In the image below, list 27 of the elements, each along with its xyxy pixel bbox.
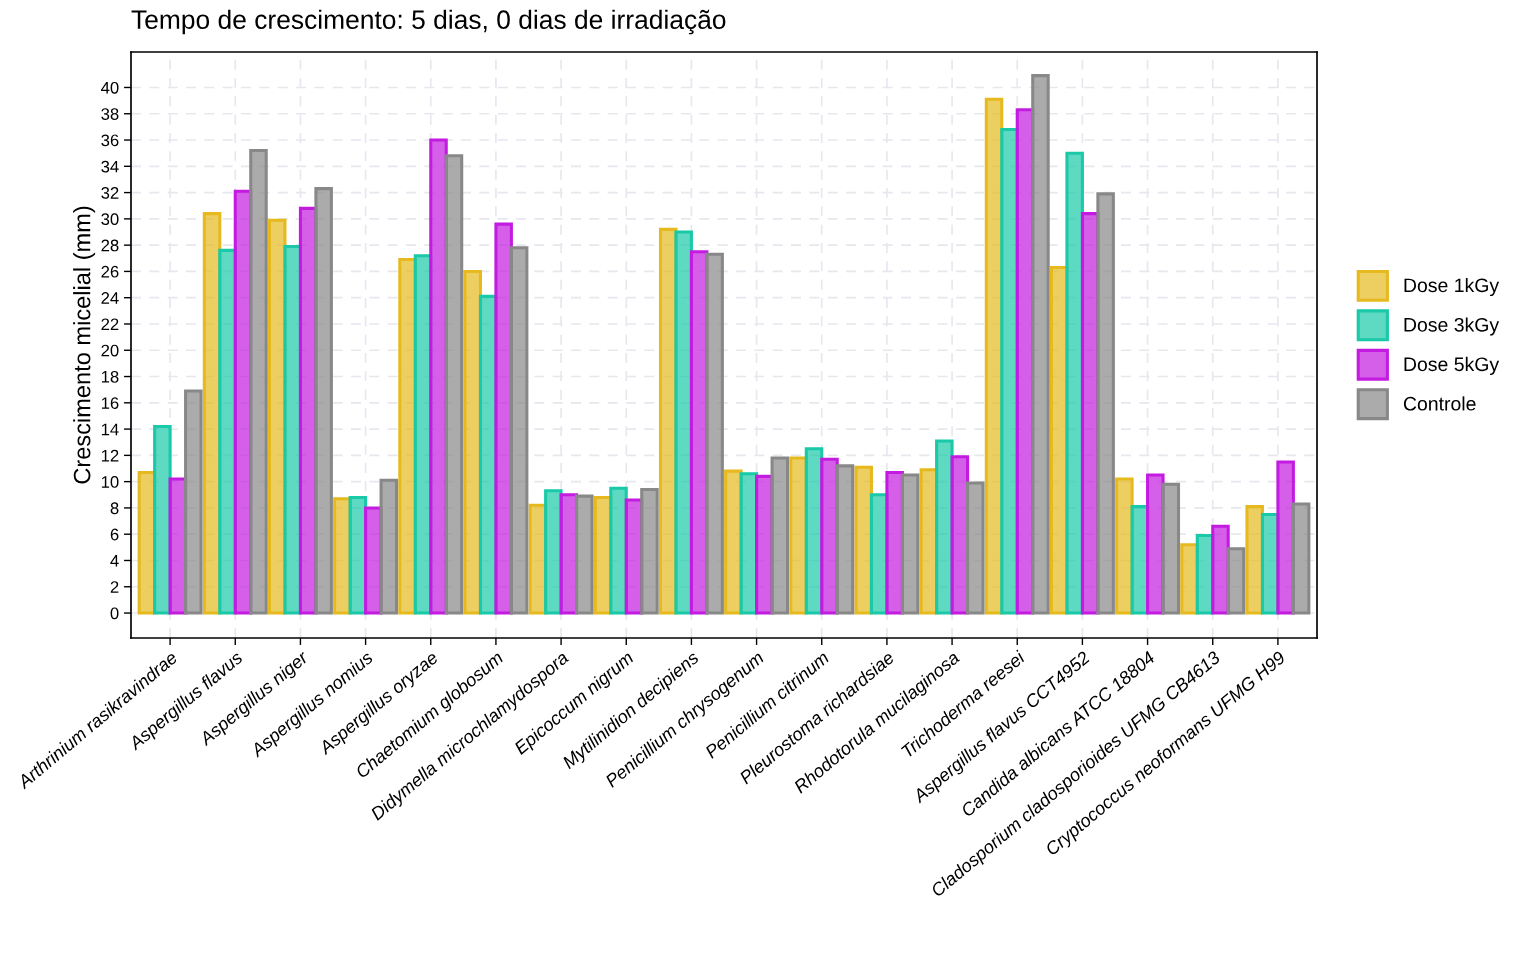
y-tick-label: 26 (101, 265, 119, 278)
y-tick-label: 8 (110, 502, 119, 515)
y-tick-label: 32 (101, 186, 119, 199)
y-tick-label: 20 (101, 344, 119, 357)
legend-label: Dose 1kGy (1404, 277, 1500, 297)
y-tick-label: 34 (101, 160, 119, 173)
y-tick-label: 22 (101, 318, 119, 331)
y-tick-label: 0 (110, 607, 119, 620)
chart-title: Tempo de crescimento: 5 dias, 0 dias de irradiação (131, 9, 726, 35)
y-tick-label: 2 (110, 581, 119, 593)
legend-label: Controle (1403, 396, 1476, 411)
y-tick-label: 30 (101, 213, 119, 226)
y-tick-label: 38 (101, 108, 119, 120)
legend-label: Dose 3kGy (1404, 317, 1500, 336)
y-tick-label: 4 (110, 555, 119, 567)
y-axis-title: Crescimento micelial (mm) (73, 206, 96, 484)
y-tick-label: 18 (101, 370, 119, 383)
y-tick-label: 28 (101, 239, 119, 252)
y-tick-label: 10 (101, 476, 119, 488)
y-tick-label: 16 (101, 397, 119, 410)
y-tick-label: 40 (101, 81, 119, 94)
y-tick-label: 14 (101, 423, 119, 436)
legend-label: Dose 5kGy (1404, 356, 1500, 375)
y-tick-label: 12 (101, 449, 119, 462)
y-tick-label: 36 (101, 134, 119, 147)
y-tick-label: 6 (110, 528, 119, 541)
y-tick-label: 24 (101, 292, 119, 304)
